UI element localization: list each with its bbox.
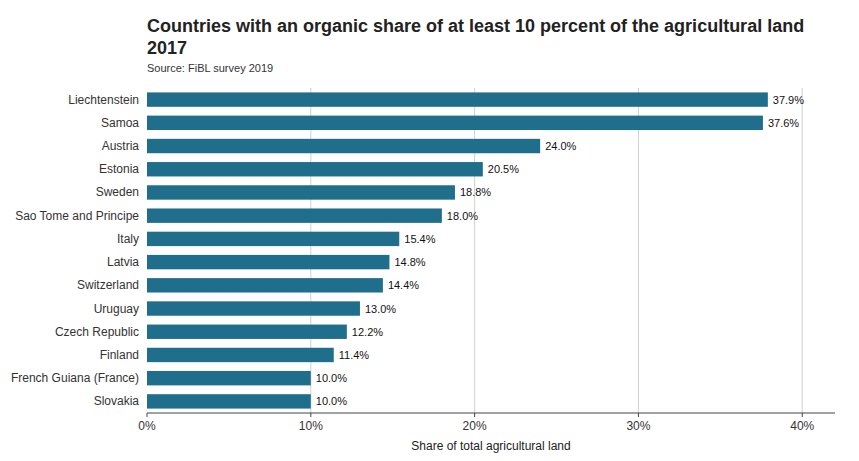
grid-line <box>638 88 639 413</box>
bars <box>147 92 768 408</box>
data-label: 10.0% <box>316 372 347 384</box>
tick-label: 10% <box>299 419 323 433</box>
data-label: 14.8% <box>394 256 425 268</box>
data-label: 37.6% <box>768 117 799 129</box>
tick <box>802 413 803 417</box>
grid-line <box>310 88 311 413</box>
data-label: 14.4% <box>388 279 419 291</box>
tick <box>638 413 639 417</box>
data-label: 20.5% <box>488 163 519 175</box>
category-label: Sao Tome and Principe <box>15 209 139 223</box>
data-label: 11.4% <box>339 349 370 361</box>
bar <box>147 394 311 408</box>
data-label: 24.0% <box>545 140 576 152</box>
category-label: Austria <box>102 139 140 153</box>
bar <box>147 139 540 153</box>
category-label: Italy <box>117 232 139 246</box>
tick-label: 0% <box>138 419 156 433</box>
data-label: 10.0% <box>316 395 347 407</box>
data-label: 18.0% <box>447 210 478 222</box>
bar <box>147 208 442 222</box>
data-labels: 10.0% 10.0% 11.4% 12.2% 13.0% 14.4% 14.8% 15.4%… <box>316 94 804 408</box>
data-label: 37.9% <box>773 94 804 106</box>
y-axis: Slovakia French Guiana (France) Finland Cze… <box>11 93 139 409</box>
tick <box>310 413 311 417</box>
axis-line <box>147 413 835 414</box>
grid-line <box>802 88 803 413</box>
bar <box>147 278 383 292</box>
bar <box>147 301 360 315</box>
category-label: Uruguay <box>94 302 139 316</box>
title: 2017 <box>147 38 187 58</box>
bar <box>147 92 768 106</box>
grid-line <box>474 88 475 413</box>
bar <box>147 162 483 176</box>
tick-label: 30% <box>626 419 650 433</box>
category-label: Finland <box>100 348 139 362</box>
grid <box>311 88 802 413</box>
x-axis: 0% 10% 20% 30% 40% Share of total agricultura… <box>138 413 835 453</box>
data-label: 12.2% <box>352 326 383 338</box>
bar <box>147 116 763 130</box>
bar <box>147 232 399 246</box>
bar <box>147 185 455 199</box>
bar <box>147 348 334 362</box>
bar <box>147 371 311 385</box>
tick-label: 20% <box>463 419 487 433</box>
bar <box>147 255 389 269</box>
data-label: 18.8% <box>460 186 491 198</box>
tick-label: 40% <box>790 419 814 433</box>
data-label: 13.0% <box>365 303 396 315</box>
category-label: Czech Republic <box>55 325 139 339</box>
category-label: Estonia <box>99 162 139 176</box>
category-label: Switzerland <box>77 278 139 292</box>
source-note: Source: FiBL survey 2019 <box>147 62 273 74</box>
category-label: Sweden <box>96 185 139 199</box>
tick <box>474 413 475 417</box>
category-label: French Guiana (France) <box>11 371 139 385</box>
tick <box>147 413 148 417</box>
title: Countries with an organic share of at le… <box>147 16 804 36</box>
category-label: Liechtenstein <box>68 93 139 107</box>
category-label: Latvia <box>107 255 139 269</box>
chart: Countries with an organic share of at le… <box>0 0 859 461</box>
category-label: Samoa <box>101 116 139 130</box>
category-label: Slovakia <box>94 394 140 408</box>
bar <box>147 325 347 339</box>
data-label: 15.4% <box>404 233 435 245</box>
x-axis-label: Share of total agricultural land <box>411 439 570 453</box>
